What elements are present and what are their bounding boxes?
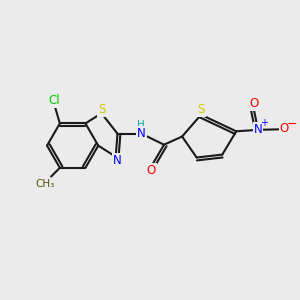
Text: N: N [137,127,146,140]
Text: S: S [98,103,105,116]
Text: CH₃: CH₃ [36,179,55,189]
Text: N: N [113,154,122,167]
Text: H: H [137,121,145,130]
Text: O: O [146,164,156,177]
Text: +: + [260,118,268,128]
Text: S: S [197,103,205,116]
Text: N: N [254,123,262,136]
Text: −: − [287,118,298,130]
Text: O: O [280,122,289,135]
Text: O: O [249,97,258,110]
Text: Cl: Cl [49,94,60,107]
